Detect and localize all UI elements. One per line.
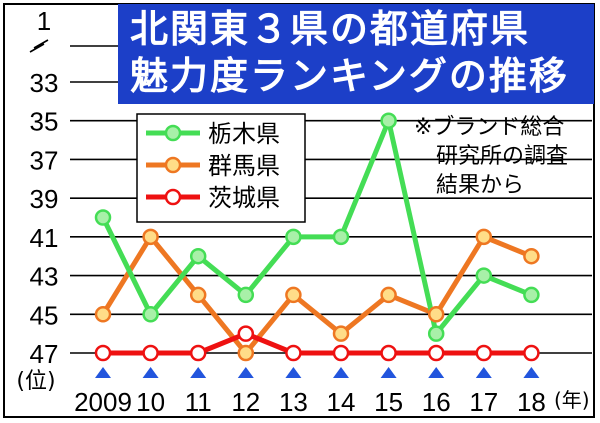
title-line-2: 魅力度ランキングの推移 (130, 54, 569, 98)
point-0-11 (189, 247, 207, 265)
point-1-12 (237, 344, 255, 362)
axis-break-mark (29, 39, 49, 53)
series-line-0 (100, 118, 533, 337)
y-tick-label-1: 1 (37, 6, 51, 36)
x-tick-label-14: 14 (327, 387, 356, 417)
y-tick-label-33: 33 (30, 68, 59, 98)
point-2-12 (237, 325, 255, 342)
y-tick-label-37: 37 (30, 145, 59, 175)
source-note: ※ブランド総合 研究所の調査 結果から (414, 113, 568, 200)
point-2-13 (285, 344, 302, 362)
chart-title: 北関東３県の都道府県 魅力度ランキングの推移 (118, 4, 594, 104)
note-line-1: ※ブランド総合 (414, 115, 565, 140)
point-0-13 (285, 228, 302, 246)
point-2-16 (427, 344, 445, 362)
point-2-2009 (94, 344, 112, 362)
point-0-15 (380, 112, 397, 129)
x-tick-marker-16 (428, 367, 445, 378)
y-tick-label-39: 39 (30, 184, 59, 214)
x-tick-label-16: 16 (422, 387, 451, 417)
x-tick-marker-14 (333, 367, 349, 378)
point-1-2009 (94, 306, 112, 323)
x-tick-label-10: 10 (136, 387, 165, 417)
point-0-10 (142, 306, 159, 323)
note-line-3: 結果から (436, 173, 525, 198)
x-tick-label-11: 11 (185, 387, 212, 417)
point-0-18 (523, 286, 540, 304)
y-tick-label-45: 45 (30, 300, 59, 330)
point-0-2009 (94, 209, 112, 226)
x-tick-marker-17 (475, 367, 492, 378)
point-1-17 (475, 228, 493, 246)
point-2-15 (380, 344, 397, 362)
x-tick-label-12: 12 (231, 387, 260, 417)
y-tick-label-41: 41 (30, 223, 59, 253)
series-line-2 (103, 331, 532, 356)
point-1-15 (380, 286, 397, 304)
y-axis-unit: (位) (16, 369, 55, 394)
point-2-17 (475, 344, 493, 362)
point-1-18 (523, 247, 540, 265)
legend-marker-1 (164, 156, 182, 174)
legend-label-0: 栃木県 (208, 120, 280, 148)
x-tick-marker-10 (142, 367, 159, 378)
x-tick-label-15: 15 (374, 387, 403, 417)
point-1-10 (142, 228, 159, 246)
legend-marker-0 (164, 124, 182, 142)
point-2-18 (523, 344, 540, 362)
legend-label-1: 群馬県 (208, 152, 280, 180)
point-2-10 (142, 344, 159, 362)
x-tick-marker-15 (380, 367, 397, 378)
point-0-14 (332, 228, 350, 246)
x-tick-marker-12 (237, 367, 254, 378)
x-tick-marker-11 (190, 367, 207, 378)
point-2-11 (189, 344, 207, 362)
point-1-14 (332, 325, 350, 342)
x-tick-marker-2009 (95, 367, 111, 378)
note-line-2: 研究所の調査 (436, 144, 569, 169)
x-axis-unit: (年) (554, 388, 590, 412)
x-tick-label-13: 13 (279, 387, 308, 417)
x-tick-label-18: 18 (517, 387, 546, 417)
x-tick-marker-18 (523, 367, 540, 378)
point-2-14 (332, 344, 350, 362)
y-tick-label-47: 47 (30, 339, 59, 369)
x-tick-marker-13 (285, 367, 302, 378)
point-0-16 (427, 325, 445, 342)
y-tick-label-35: 35 (30, 107, 59, 137)
point-1-13 (285, 286, 302, 304)
legend-marker-2 (164, 188, 182, 206)
y-tick-label-43: 43 (30, 262, 59, 292)
point-0-17 (475, 267, 493, 284)
point-0-12 (237, 286, 255, 304)
legend-label-2: 茨城県 (208, 184, 280, 212)
title-line-1: 北関東３県の都道府県 (130, 7, 531, 51)
point-1-11 (189, 286, 207, 304)
series-line-1 (100, 234, 533, 356)
point-1-16 (427, 306, 445, 323)
x-tick-label-2009: 2009 (74, 387, 132, 417)
x-tick-label-17: 17 (469, 387, 498, 417)
